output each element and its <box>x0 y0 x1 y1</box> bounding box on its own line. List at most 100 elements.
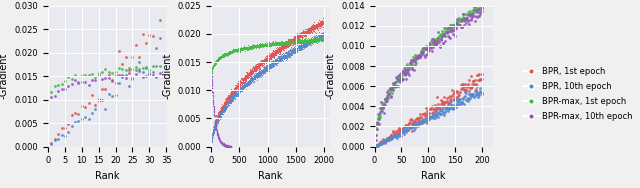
Point <box>291 49 301 52</box>
Point <box>234 89 244 92</box>
Point <box>256 44 266 47</box>
Point <box>292 48 303 51</box>
Point <box>281 44 291 47</box>
Point <box>211 127 221 130</box>
Point <box>295 40 305 43</box>
Point <box>305 39 315 42</box>
Point <box>371 144 381 147</box>
Point <box>225 50 236 53</box>
Point <box>240 75 250 78</box>
Point <box>217 105 227 108</box>
Point <box>267 62 277 65</box>
Point <box>232 47 243 50</box>
Point <box>221 104 232 107</box>
Point <box>237 80 248 83</box>
Point <box>220 99 230 102</box>
Point <box>315 23 325 26</box>
Point <box>287 42 298 45</box>
Point <box>237 81 247 84</box>
Point <box>442 27 452 30</box>
Point <box>251 68 261 71</box>
Point <box>408 122 419 125</box>
Point <box>214 111 225 114</box>
Point <box>234 91 244 94</box>
Point <box>298 44 308 47</box>
Point <box>271 42 281 45</box>
Point <box>226 99 236 102</box>
Point <box>314 35 324 38</box>
Point <box>288 39 298 42</box>
Point <box>315 24 325 27</box>
Point <box>223 95 233 98</box>
Point <box>211 127 221 130</box>
Point <box>259 43 269 46</box>
Point <box>273 58 284 61</box>
Point <box>316 38 326 41</box>
Point <box>257 64 267 67</box>
Point <box>276 48 286 51</box>
Point <box>305 37 316 40</box>
Point <box>249 80 259 83</box>
Point <box>266 60 276 63</box>
Point <box>236 86 246 89</box>
Point <box>253 76 264 79</box>
Point <box>210 64 220 67</box>
Point <box>214 57 225 60</box>
Point <box>207 133 218 136</box>
Point <box>275 58 285 61</box>
Point <box>313 36 323 39</box>
Point <box>303 29 314 32</box>
Point <box>208 99 218 102</box>
Point <box>291 38 301 41</box>
Point <box>292 40 303 43</box>
Point <box>260 57 271 60</box>
Point <box>211 123 221 126</box>
Point <box>266 42 276 45</box>
Point <box>435 109 445 112</box>
Point <box>447 29 458 32</box>
Point <box>283 41 293 44</box>
Point <box>236 85 246 88</box>
Point <box>214 112 224 115</box>
Point <box>259 69 269 72</box>
Point <box>298 39 308 42</box>
Point <box>462 13 472 16</box>
Point <box>107 78 117 81</box>
Point <box>305 29 315 32</box>
Point <box>250 66 260 69</box>
Point <box>253 43 264 46</box>
Point <box>313 40 323 43</box>
Point <box>290 46 300 49</box>
Point <box>222 144 232 147</box>
Point <box>265 62 275 65</box>
Point <box>244 77 255 80</box>
Point <box>246 44 256 47</box>
Point <box>264 64 275 67</box>
Point <box>313 34 323 37</box>
Point <box>402 67 412 70</box>
Point <box>292 49 303 52</box>
Point <box>317 21 327 24</box>
Point <box>373 112 383 115</box>
Point <box>225 50 235 53</box>
Point <box>214 112 225 115</box>
Point <box>460 91 470 94</box>
Point <box>212 118 222 121</box>
Point <box>250 64 260 67</box>
Point <box>236 86 246 89</box>
Point <box>225 51 236 54</box>
Point <box>250 44 260 47</box>
Point <box>230 92 241 96</box>
Point <box>232 84 242 87</box>
Point <box>303 39 313 42</box>
Point <box>218 110 228 113</box>
Point <box>278 56 289 59</box>
Point <box>248 78 259 81</box>
Point <box>262 43 273 46</box>
Point <box>263 64 273 67</box>
Point <box>265 55 275 58</box>
Point <box>258 67 268 70</box>
Point <box>275 56 285 59</box>
Point <box>250 67 260 70</box>
Point <box>304 42 314 45</box>
